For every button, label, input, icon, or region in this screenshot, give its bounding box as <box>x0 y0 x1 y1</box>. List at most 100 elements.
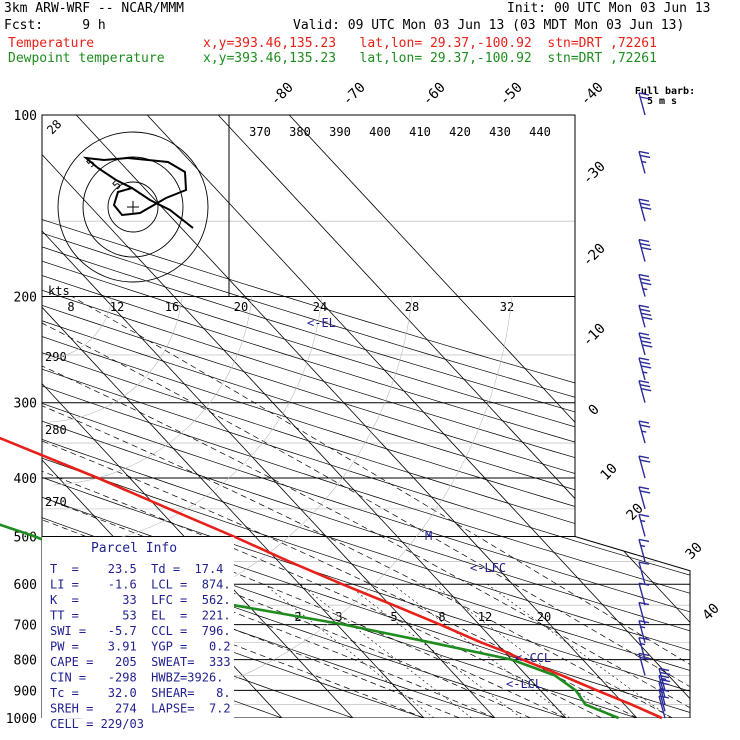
isotherm-label--80: -80 <box>268 80 297 109</box>
pressure-label-1000: 1000 <box>6 712 37 727</box>
dry-adiabat-50 <box>42 115 690 718</box>
wind-barb-flag <box>638 332 650 336</box>
mixing-ratio-label-5: 5 <box>390 610 397 624</box>
mixing-ratio-label-12: 12 <box>478 610 492 624</box>
wind-barb-flag <box>639 459 651 463</box>
wind-barb-staff <box>638 357 646 381</box>
barb-legend-units: 5 m s <box>647 96 677 107</box>
wind-barb-staff <box>638 620 646 643</box>
parcel-info-row: SREH = 274 LAPSE= 7.2 <box>50 702 231 716</box>
wind-barb-staff <box>638 583 646 606</box>
wind-barb-staff <box>638 305 646 328</box>
isotherm-label-40: 40 <box>700 601 723 624</box>
wind-barb-flag <box>638 561 650 565</box>
marker-ccl: <-CCL <box>515 651 551 665</box>
wind-barb-flag <box>639 154 651 159</box>
isotherm-10 <box>42 115 567 718</box>
dry-adiabat-100 <box>42 115 690 718</box>
mixing-ratio-5 <box>346 583 522 718</box>
hodograph-speed-label-20: 20 <box>234 300 248 314</box>
parcel-info-row: SWI = -5.7 CCL = 796. <box>50 624 231 638</box>
dry-adiabat-40 <box>42 115 690 718</box>
wind-barb-staff <box>658 668 666 691</box>
wind-barb-flag <box>641 388 652 392</box>
mixing-ratio-3 <box>299 583 472 718</box>
pressure-label-100: 100 <box>14 109 37 124</box>
wind-barb-flag <box>638 357 650 361</box>
legend-temperature-location: x,y=393.46,135.23 lat,lon= 29.37,-100.92… <box>203 36 657 51</box>
wind-barb-flag <box>638 486 650 490</box>
legend-dewpoint-label: Dewpoint temperature <box>8 51 165 66</box>
mixing-ratio-label-3: 3 <box>335 610 342 624</box>
pressure-label-200: 200 <box>14 291 37 306</box>
wind-barb-flag <box>641 281 652 286</box>
isotherm-20 <box>75 115 638 718</box>
dry-adiabat-110 <box>42 115 690 718</box>
wind-barb-flag <box>642 344 653 348</box>
parcel-info-row: Tc = 32.0 SHEAR= 8. <box>50 686 231 700</box>
parcel-info-row: CIN = -298 HWBZ=3926. <box>50 671 223 685</box>
barb-legend-title: Full barb: <box>635 86 695 97</box>
parcel-info-row: CAPE = 205 SWEAT= 333 <box>50 655 231 669</box>
marker-m: M <box>425 529 432 543</box>
dry-adiabat-190 <box>42 115 690 718</box>
hodograph-speed-label-28: 28 <box>405 300 419 314</box>
wind-barb-flag <box>638 273 650 278</box>
pressure-label-900: 900 <box>14 684 37 699</box>
isotherm-40 <box>217 115 690 718</box>
parcel-info-row: CELL = 229/03 <box>50 717 144 731</box>
pressure-label-800: 800 <box>14 654 37 669</box>
dry-adiabat-90 <box>42 115 690 718</box>
wind-barb-staff <box>638 637 646 660</box>
wind-barb-staff <box>638 151 646 174</box>
wind-barb-flag <box>641 206 652 210</box>
theta-label-400: 400 <box>369 125 391 139</box>
dry-adiabat-200 <box>42 115 690 718</box>
isotherm-label--30: -30 <box>580 159 609 188</box>
hodograph-ring-3 <box>57 131 209 283</box>
wind-barb-flag <box>641 312 652 317</box>
hodograph-speed-arc-1 <box>48 295 183 423</box>
wind-barb-flag <box>639 202 651 206</box>
isotherm-0 <box>42 115 496 718</box>
wind-barb-flag <box>638 538 650 543</box>
wind-barb-staff <box>638 514 646 537</box>
wind-barb-staff <box>638 539 646 562</box>
wind-barb-staff <box>638 455 646 479</box>
wind-barb-staff <box>638 332 646 356</box>
isotherm-label-0: 0 <box>586 402 603 419</box>
wind-barb-staff <box>638 562 646 585</box>
wind-barb-staff <box>638 653 646 676</box>
theta-label-370: 370 <box>249 125 271 139</box>
dry-adiabat-60 <box>42 115 690 718</box>
wind-barb-half <box>642 287 648 291</box>
mixing-ratio-8 <box>392 583 570 718</box>
model-title: 3km ARW-WRF -- NCAR/MMM <box>4 1 185 16</box>
hodograph-speed-label-16: 16 <box>165 300 179 314</box>
wind-barb-flag <box>639 308 651 313</box>
wind-barb-flag <box>638 238 650 243</box>
grid-layer <box>42 115 690 718</box>
moist-adiabat-25 <box>42 296 673 718</box>
dry-adiabat-80 <box>42 115 690 718</box>
mixing-ratio-20 <box>487 583 671 718</box>
pressure-label-700: 700 <box>14 619 37 634</box>
pressure-label-600: 600 <box>14 578 37 593</box>
hodograph-trace <box>82 156 194 229</box>
legend-temperature-label: Temperature <box>8 36 95 51</box>
theta-label-410: 410 <box>409 125 431 139</box>
wind-barb-flag <box>638 513 650 518</box>
isotherm-label--20: -20 <box>580 241 609 270</box>
marker-lfc: <-LFC <box>470 561 506 575</box>
mixing-ratio-label-8: 8 <box>438 610 445 624</box>
wind-barb-staff <box>658 682 666 705</box>
wind-barb-flag <box>639 361 651 365</box>
wind-barb-flag <box>658 667 670 672</box>
dry-adiabat-180 <box>42 115 690 718</box>
wind-barb-half <box>642 371 648 374</box>
temperature-line <box>0 436 663 720</box>
isotherm-label--60: -60 <box>420 80 449 109</box>
isotherm-30 <box>146 115 690 718</box>
wind-barb-flag <box>641 246 652 251</box>
